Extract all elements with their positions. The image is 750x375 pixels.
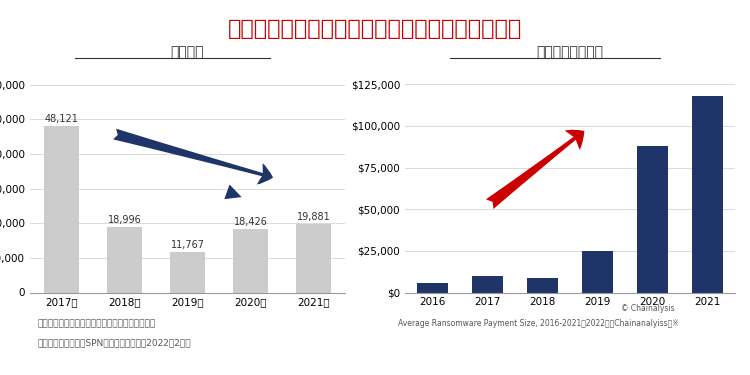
Bar	[638, 146, 668, 292]
Text: トレンドマイクロのSPNデータから算出（2022年2月）: トレンドマイクロのSPNデータから算出（2022年2月）	[38, 338, 191, 347]
Bar	[44, 126, 79, 292]
Bar	[417, 282, 448, 292]
Title: 平均身代金要求額: 平均身代金要求額	[536, 45, 604, 59]
Text: 日本法人におけるランサムウェア検出台数の推移: 日本法人におけるランサムウェア検出台数の推移	[38, 319, 156, 328]
Bar	[472, 276, 502, 292]
Bar	[170, 252, 205, 292]
Bar	[233, 229, 268, 292]
Text: 攻撃件数は緩やかに増減も、身代金要求額が増加: 攻撃件数は緩やかに増減も、身代金要求額が増加	[228, 19, 522, 39]
Text: 48,121: 48,121	[44, 114, 79, 124]
Bar	[692, 96, 723, 292]
Bar	[582, 251, 613, 292]
Title: 攻撃件数: 攻撃件数	[171, 45, 204, 59]
FancyArrowPatch shape	[121, 154, 242, 199]
Text: 18,426: 18,426	[233, 217, 268, 227]
Bar	[107, 227, 142, 292]
Bar	[527, 278, 557, 292]
Text: 19,881: 19,881	[296, 212, 330, 222]
Text: © Chainalysis: © Chainalysis	[621, 304, 675, 313]
Text: 11,767: 11,767	[170, 240, 205, 250]
Text: 18,996: 18,996	[108, 215, 141, 225]
Bar	[296, 224, 331, 292]
Text: Average Ransomware Payment Size, 2016-2021（2022年、Chainanalyiss）※: Average Ransomware Payment Size, 2016-20…	[398, 319, 678, 328]
